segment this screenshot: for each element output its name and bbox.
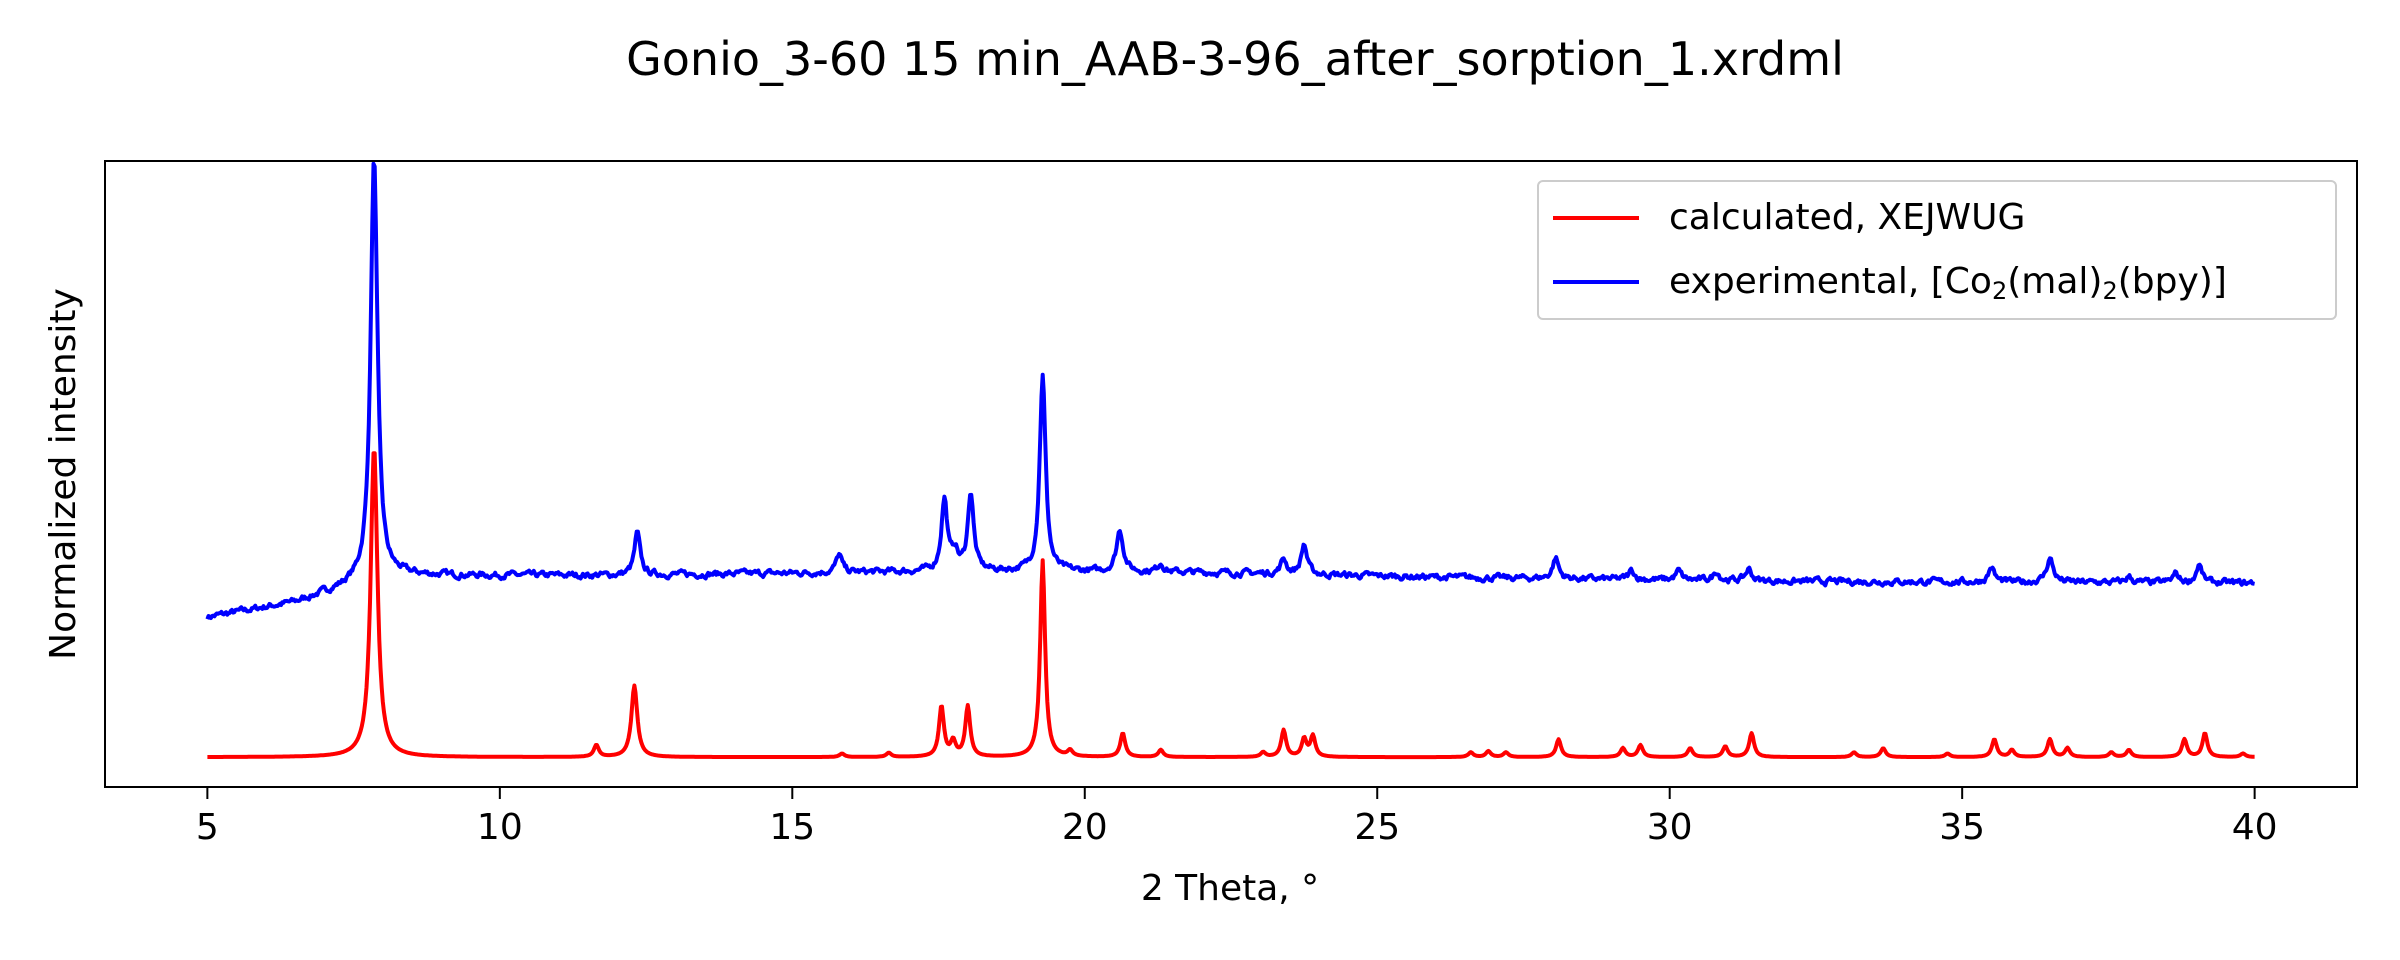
x-tick-label: 20	[1062, 807, 1108, 848]
legend-swatch-experimental	[1553, 280, 1639, 284]
legend-item-calculated: calculated, XEJWUG	[1553, 198, 2025, 238]
x-tick-label: 10	[477, 807, 523, 848]
series-line-experimental	[205, 161, 2256, 620]
series-layer	[205, 161, 2256, 760]
plot-frame	[104, 160, 2358, 788]
x-axis: 5 10 15 20 25 30 35 40	[196, 787, 2278, 848]
legend-item-experimental: experimental, [Co2(mal)2(bpy)]	[1553, 261, 2227, 305]
legend-label-calculated: calculated, XEJWUG	[1669, 197, 2026, 238]
x-tick-label: 35	[1939, 807, 1985, 848]
x-tick-label: 40	[2232, 807, 2278, 848]
x-axis-label: 2 Theta, °	[1141, 868, 1319, 909]
legend: calculated, XEJWUG experimental, [Co2(ma…	[1537, 180, 2337, 320]
legend-label-experimental: experimental, [Co2(mal)2(bpy)]	[1669, 261, 2227, 305]
x-tick-label: 30	[1647, 807, 1693, 848]
x-tick-label: 5	[196, 807, 219, 848]
chart-title: Gonio_3-60 15 min_AAB-3-96_after_sorptio…	[626, 32, 1844, 86]
y-axis-label: Normalized intensity	[43, 288, 84, 660]
legend-swatch-calculated	[1553, 216, 1639, 220]
x-tick-label: 25	[1354, 807, 1400, 848]
series-line-calculated	[206, 451, 2256, 760]
x-tick-label: 15	[769, 807, 815, 848]
